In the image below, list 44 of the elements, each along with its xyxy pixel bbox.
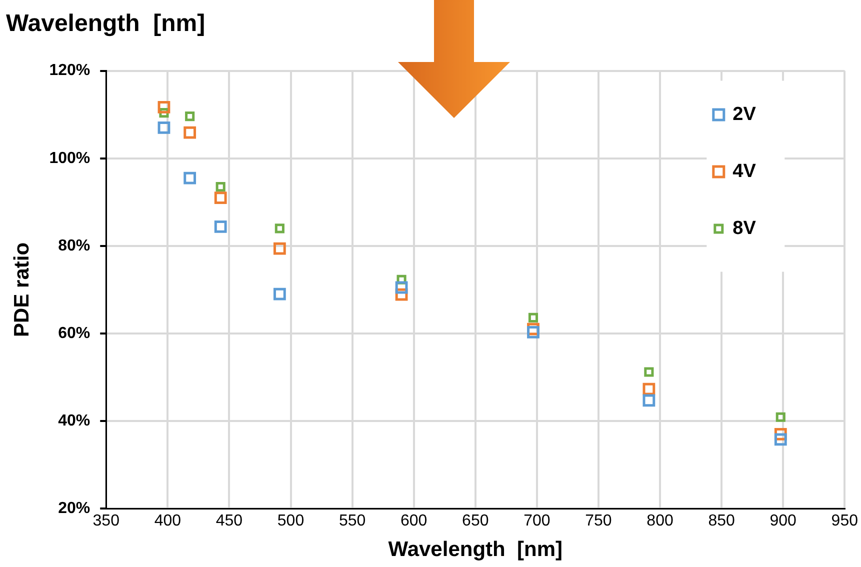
point — [216, 182, 226, 192]
point — [214, 192, 227, 204]
point — [774, 433, 787, 446]
legend-label: 8V — [732, 218, 756, 240]
y-axis-title: PDE ratio — [10, 242, 34, 337]
x-tick-label: 550 — [338, 512, 366, 530]
point — [642, 382, 656, 396]
point — [644, 367, 654, 377]
x-tick-label: 850 — [708, 512, 736, 530]
y-tick-label: 120% — [49, 62, 90, 80]
point — [273, 242, 286, 255]
y-tick-label: 100% — [49, 150, 90, 167]
point — [158, 122, 170, 134]
x-tick-label: 750 — [585, 512, 612, 530]
x-tick-label: 900 — [770, 512, 797, 530]
y-tick-label: 20% — [58, 500, 90, 518]
y-tick-label: 40% — [58, 412, 90, 430]
point — [273, 288, 286, 300]
point — [184, 172, 196, 184]
x-tick-label: 450 — [216, 512, 243, 530]
point — [642, 394, 656, 407]
point — [528, 312, 538, 323]
x-tick-label: 700 — [524, 512, 550, 530]
point — [274, 224, 284, 234]
x-tick-label: 950 — [831, 512, 858, 530]
point — [184, 126, 196, 139]
point — [527, 326, 540, 338]
point — [776, 412, 786, 422]
x-tick-label: 650 — [462, 512, 489, 530]
x-tick-label: 500 — [277, 512, 304, 530]
legend-label: 2V — [732, 104, 756, 126]
point — [214, 220, 227, 233]
legend-label: 4V — [732, 161, 756, 182]
chart-title: Wavelength [nm] — [6, 10, 206, 38]
x-axis-title: Wavelength [nm] — [388, 538, 563, 562]
x-tick-label: 400 — [154, 512, 182, 530]
x-tick-label: 800 — [646, 512, 674, 530]
point — [395, 281, 408, 294]
point — [185, 112, 195, 122]
y-tick-label: 80% — [58, 237, 90, 254]
x-tick-label: 600 — [400, 512, 428, 530]
point — [158, 100, 170, 114]
y-tick-label: 60% — [58, 324, 90, 342]
x-tick-label: 350 — [92, 512, 120, 530]
